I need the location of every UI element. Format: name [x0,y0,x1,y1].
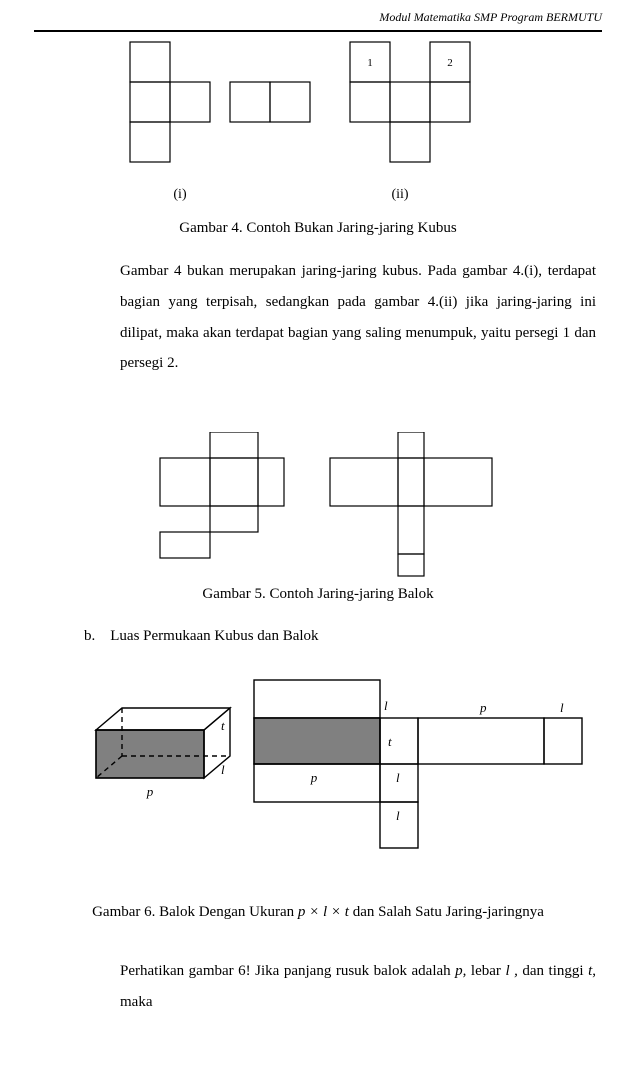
figure-6-caption: Gambar 6. Balok Dengan Ukuran p × l × t … [0,904,636,921]
fig6-caption-suffix: dan Salah Satu Jaring-jaringnya [349,904,544,920]
fig6-net-l3: l [396,770,400,785]
fig6-net-p2: p [310,770,318,785]
header-running-title: Modul Matematika SMP Program BERMUTU [379,10,602,25]
figure-6-svg: p l t l p [0,668,636,898]
figure-4-caption: Gambar 4. Contoh Bukan Jaring-jaring Kub… [0,220,636,237]
para2-l: l , [505,963,517,979]
fig4-square-2-label: 2 [447,57,453,69]
figure-5: Gambar 5. Contoh Jaring-jaring Balok [0,432,636,603]
fig4-square-1-label: 1 [367,57,373,69]
page: Modul Matematika SMP Program BERMUTU [0,0,636,1066]
fig6-3d-l: l [221,762,225,777]
para2-mid1: lebar [466,963,505,979]
para2-p: p, [455,963,466,979]
para2-pre: Perhatikan gambar 6! Jika panjang rusuk … [120,963,455,979]
fig6-net-p1: p [479,700,487,715]
para2-mid2: dan tinggi [518,963,588,979]
fig6-3d-p: p [146,784,154,799]
figure-5-caption: Gambar 5. Contoh Jaring-jaring Balok [0,586,636,603]
figure-4-svg: 1 2 (i) (ii) [0,38,636,238]
fig6-net-l1: l [384,698,388,713]
figure-5-svg [0,432,636,592]
section-b-marker: b. [84,628,95,644]
paragraph-1: Gambar 4 bukan merupakan jaring-jaring k… [120,256,596,379]
fig6-caption-prefix: Gambar 6. Balok Dengan Ukuran [92,904,298,920]
header-rule [34,30,602,32]
fig6-3d-t: t [221,718,225,733]
section-b: b. Luas Permukaan Kubus dan Balok [84,628,319,645]
fig6-net-l4: l [396,808,400,823]
fig4-label-ii: (ii) [391,187,408,202]
paragraph-2: Perhatikan gambar 6! Jika panjang rusuk … [120,956,596,1018]
fig6-net-l2: l [560,700,564,715]
figure-6: p l t l p [0,668,636,921]
section-b-title: Luas Permukaan Kubus dan Balok [110,628,318,644]
fig6-net-t: t [388,734,392,749]
fig6-caption-expr: p × l × t [298,904,349,920]
fig4-label-i: (i) [173,187,187,202]
figure-4: 1 2 (i) (ii) Gambar 4. Contoh Bukan Jari… [0,38,636,237]
